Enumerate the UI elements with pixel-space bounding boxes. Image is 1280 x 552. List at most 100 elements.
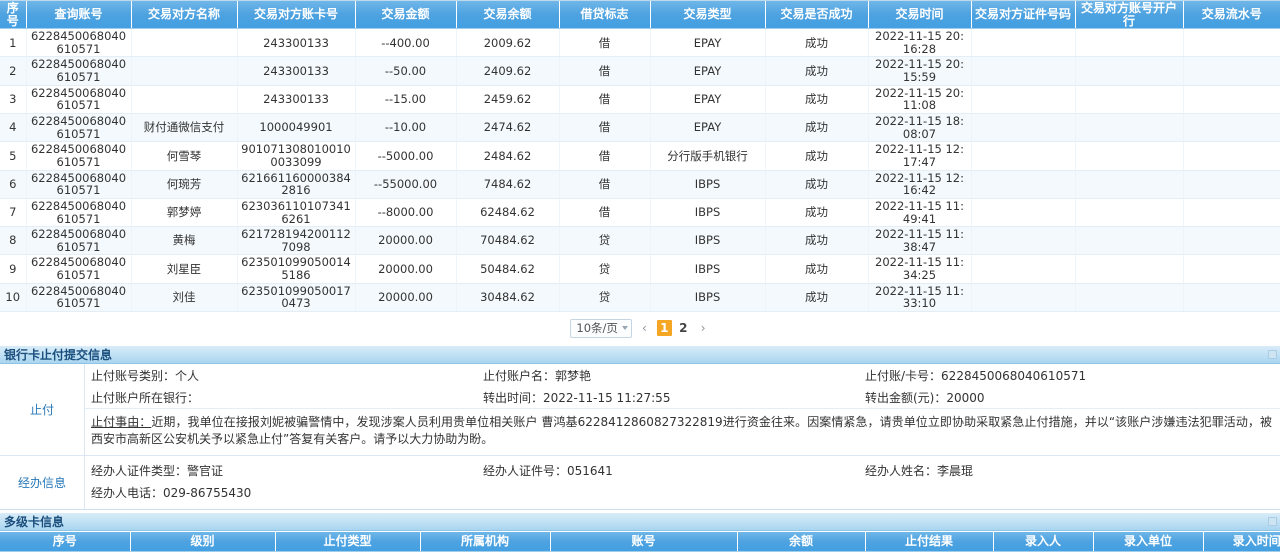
cell-seq: 4 (0, 113, 27, 143)
cell-party_bank (1075, 226, 1184, 256)
stop-payment-reason-label: 止付事由： (91, 415, 152, 429)
cell-query_acct: 6228450068040610571 (26, 226, 132, 256)
stop-payment-reason-text: 近期，我单位在接报刘妮被骗警情中，发现涉案人员利用贵单位相关账户 曹鸿基6228… (91, 415, 1272, 447)
handler-line-2: 经办人电话：029-86755430 (85, 482, 1280, 504)
cell-amount: --5000.00 (355, 141, 457, 171)
table-row[interactable]: 9 6228450068040610571 刘星臣 62350109905001451… (0, 254, 1280, 284)
cell-party_id (971, 226, 1076, 256)
column-header-result[interactable]: 止付结果 (865, 531, 994, 552)
column-header-stop_type[interactable]: 止付类型 (275, 531, 421, 552)
table-row[interactable]: 1 6228450068040610571 243300133 --400.00 200… (0, 28, 1280, 58)
stop-acct-bank: 止付账户所在银行： (91, 390, 200, 405)
column-header-party_bank[interactable]: 交易对方账号开户行 (1075, 1, 1184, 30)
column-header-query_acct[interactable]: 查询账号 (26, 1, 132, 30)
cell-party_name: 黄梅 (131, 226, 238, 256)
column-header-tx_type[interactable]: 交易类型 (650, 1, 766, 30)
cell-dc_flag: 借 (559, 28, 651, 58)
table-row[interactable]: 6 6228450068040610571 何琬芳 62166116000038428… (0, 170, 1280, 199)
table-row[interactable]: 7 6228450068040610571 郭梦婷 62303611010734162… (0, 198, 1280, 228)
cell-balance: 7484.62 (456, 170, 560, 199)
cell-balance: 30484.62 (456, 283, 560, 313)
table-row[interactable]: 8 6228450068040610571 黄梅 621728194200112709… (0, 226, 1280, 256)
cell-seq: 7 (0, 198, 27, 228)
multilevel-card-section-header[interactable]: 多级卡信息 (0, 511, 1280, 531)
table-row[interactable]: 4 6228450068040610571 财付通微信支付 1000049901 --1… (0, 113, 1280, 143)
cell-tx_time: 2022-11-15 11:49:41 (868, 198, 972, 228)
column-header-party_id[interactable]: 交易对方证件号码 (971, 1, 1076, 30)
page-number-2[interactable]: 2 (679, 321, 688, 335)
column-header-amount[interactable]: 交易金额 (355, 1, 457, 30)
panel-resize-handle-icon[interactable] (1268, 350, 1277, 359)
column-header-org[interactable]: 所属机构 (420, 531, 551, 552)
column-header-account[interactable]: 账号 (550, 531, 738, 552)
page-size-select[interactable]: 10条/页 (570, 318, 632, 338)
stop-payment-detail-row: 止付 止付账号类别：个人 止付账户名：郭梦艳 止付账/卡号：6228450068… (0, 364, 1280, 456)
cell-party_id (971, 254, 1076, 284)
next-page-arrow-icon[interactable]: › (700, 321, 706, 335)
cell-party_name: 财付通微信支付 (131, 113, 238, 143)
table-row[interactable]: 5 6228450068040610571 何雪琴 90107130801001000… (0, 141, 1280, 171)
table-row[interactable]: 10 6228450068040610571 刘佳 62350109905001704… (0, 283, 1280, 313)
column-header-balance[interactable]: 交易余额 (456, 1, 560, 30)
cell-party_card: 6235010990500170473 (237, 283, 356, 313)
table-row[interactable]: 2 6228450068040610571 243300133 --50.00 2409… (0, 56, 1280, 86)
cell-dc_flag: 借 (559, 141, 651, 171)
stop-payment-panel: 止付 止付账号类别：个人 止付账户名：郭梦艳 止付账/卡号：6228450068… (0, 364, 1280, 510)
stop-payment-line-1: 止付账号类别：个人 止付账户名：郭梦艳 止付账/卡号：6228450068040… (85, 364, 1280, 386)
table-row[interactable]: 3 6228450068040610571 243300133 --15.00 2459… (0, 85, 1280, 115)
column-header-unit[interactable]: 录入单位 (1093, 531, 1204, 552)
cell-success: 成功 (765, 141, 869, 171)
cell-party_bank (1075, 283, 1184, 313)
cell-query_acct: 6228450068040610571 (26, 28, 132, 58)
column-header-party_card[interactable]: 交易对方账卡号 (237, 1, 356, 30)
column-header-dc_flag[interactable]: 借贷标志 (559, 1, 651, 30)
stop-acct-card-no: 止付账/卡号：6228450068040610571 (865, 368, 1087, 383)
chevron-down-icon (621, 326, 628, 330)
prev-page-arrow-icon[interactable]: ‹ (641, 321, 647, 335)
cell-party_card: 1000049901 (237, 113, 356, 143)
column-header-level[interactable]: 级别 (130, 531, 276, 552)
multilevel-card-header-row: 序号 级别 止付类型 所属机构 账号 余额 止付结果 录入人 录入单位 录入时间 (0, 531, 1280, 552)
column-header-serial_no[interactable]: 交易流水号 (1183, 1, 1280, 30)
cell-amount: 20000.00 (355, 254, 457, 284)
cell-tx_type: IBPS (650, 170, 766, 199)
cell-serial_no (1183, 85, 1280, 115)
handler-id-number: 经办人证件号：051641 (483, 464, 613, 479)
column-header-operator[interactable]: 录入人 (993, 531, 1094, 552)
cell-party_bank (1075, 170, 1184, 199)
column-header-time[interactable]: 录入时间 (1203, 531, 1280, 552)
cell-query_acct: 6228450068040610571 (26, 141, 132, 171)
cell-party_name: 郭梦婷 (131, 198, 238, 228)
column-header-party_name[interactable]: 交易对方名称 (131, 1, 238, 30)
stop-payment-section-header[interactable]: 银行卡止付提交信息 (0, 345, 1280, 364)
cell-party_card: 6235010990500145186 (237, 254, 356, 284)
page-number-1[interactable]: 1 (656, 320, 672, 336)
cell-amount: --10.00 (355, 113, 457, 143)
cell-amount: --8000.00 (355, 198, 457, 228)
cell-success: 成功 (765, 254, 869, 284)
stop-acct-category: 止付账号类别：个人 (91, 368, 200, 383)
handler-detail-row: 经办信息 经办人证件类型：警官证 经办人证件号：051641 经办人姓名：李晨琨… (0, 455, 1280, 509)
cell-party_id (971, 198, 1076, 228)
stop-transfer-time: 转出时间：2022-11-15 11:27:55 (483, 390, 671, 405)
cell-serial_no (1183, 226, 1280, 256)
cell-party_bank (1075, 28, 1184, 58)
cell-tx_time: 2022-11-15 11:34:25 (868, 254, 972, 284)
cell-tx_time: 2022-11-15 20:16:28 (868, 28, 972, 58)
cell-tx_type: IBPS (650, 198, 766, 228)
cell-party_card: 243300133 (237, 28, 356, 58)
cell-balance: 70484.62 (456, 226, 560, 256)
column-header-seq[interactable]: 序号 (0, 531, 131, 552)
column-header-balance[interactable]: 余额 (737, 531, 866, 552)
cell-tx_time: 2022-11-15 20:11:08 (868, 85, 972, 115)
stop-payment-section-title: 银行卡止付提交信息 (4, 348, 113, 362)
cell-party_bank (1075, 141, 1184, 171)
column-header-tx_time[interactable]: 交易时间 (868, 1, 972, 30)
column-header-success[interactable]: 交易是否成功 (765, 1, 869, 30)
cell-tx_type: EPAY (650, 113, 766, 143)
cell-party_name (131, 56, 238, 86)
column-header-seq[interactable]: 序号 (0, 1, 27, 30)
cell-serial_no (1183, 141, 1280, 171)
panel-resize-handle-icon-2[interactable] (1268, 516, 1277, 526)
cell-amount: --55000.00 (355, 170, 457, 199)
